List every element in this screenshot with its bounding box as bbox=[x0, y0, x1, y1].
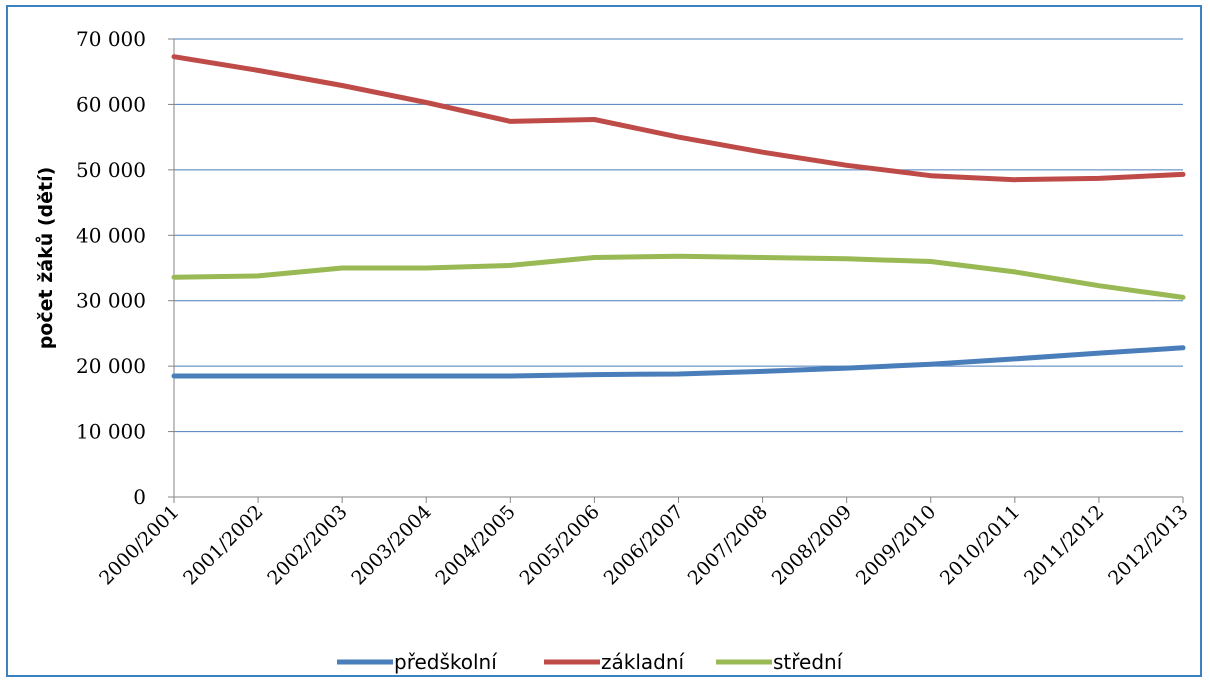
y-tick-label: 60 000 bbox=[76, 92, 146, 116]
x-tick-label: 2002/2003 bbox=[263, 501, 351, 589]
legend-label: základní bbox=[601, 650, 686, 674]
x-tick-labels: 2000/20012001/20022002/20032003/20042004… bbox=[95, 501, 1192, 589]
x-tick-label: 2010/2011 bbox=[936, 501, 1024, 589]
series-line bbox=[171, 253, 1186, 300]
series-line bbox=[171, 345, 1186, 379]
chart-frame bbox=[6, 5, 1202, 677]
x-tick-label: 2003/2004 bbox=[347, 501, 435, 589]
grid-lines bbox=[168, 38, 1183, 498]
x-tick-label: 2000/2001 bbox=[95, 501, 183, 589]
y-tick-labels: 0 10 000 20 000 30 000 40 000 50 000 60 000 70 … bbox=[76, 27, 146, 509]
y-tick-label: 20 000 bbox=[76, 354, 146, 378]
legend: předškolní základní střední bbox=[337, 650, 844, 674]
y-tick-label: 30 000 bbox=[76, 289, 146, 313]
y-tick-label: 50 000 bbox=[76, 158, 146, 182]
series-lines bbox=[171, 54, 1186, 379]
y-axis-label: počet žáků (dětí) bbox=[34, 167, 57, 350]
legend-label: předškolní bbox=[394, 650, 498, 674]
x-tick-label: 2004/2005 bbox=[431, 501, 519, 589]
y-tick-label: 40 000 bbox=[76, 223, 146, 247]
x-tick-label: 2009/2010 bbox=[852, 501, 940, 589]
x-tick-label: 2008/2009 bbox=[768, 501, 856, 589]
y-tick-label: 10 000 bbox=[76, 420, 146, 444]
legend-label: střední bbox=[773, 650, 844, 674]
x-tick-label: 2011/2012 bbox=[1020, 501, 1108, 589]
x-tick-label: 2001/2002 bbox=[179, 501, 267, 589]
axes bbox=[173, 39, 1184, 503]
x-tick-label: 2007/2008 bbox=[684, 501, 772, 589]
x-tick-label: 2006/2007 bbox=[600, 501, 688, 589]
x-tick-label: 2012/2013 bbox=[1104, 501, 1192, 589]
series-line bbox=[171, 54, 1186, 183]
x-tick-label: 2005/2006 bbox=[515, 501, 603, 589]
y-tick-label: 70 000 bbox=[76, 27, 146, 51]
y-tick-label: 0 bbox=[133, 485, 146, 509]
